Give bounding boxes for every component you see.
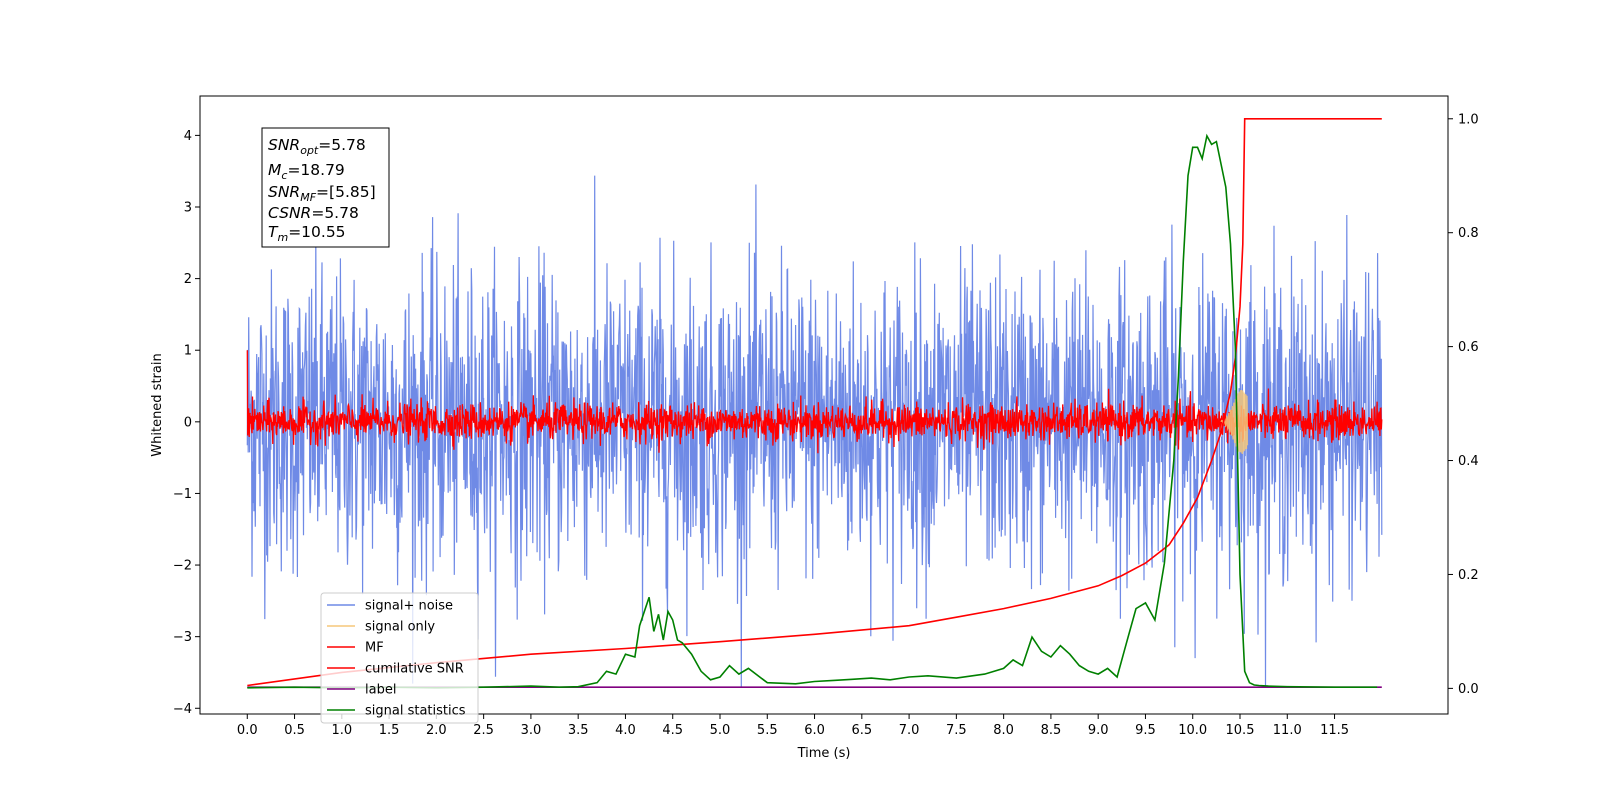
x-tick-label: 9.5 [1135,723,1156,738]
y-tick-label: 4 [184,129,192,144]
x-tick-label: 9.0 [1088,723,1109,738]
series-signal-only [1220,389,1249,455]
x-tick-label: 4.0 [615,723,636,738]
y-tick-label: 0 [184,415,192,430]
annotation-frame [261,127,390,248]
series-mf [246,350,1383,454]
axes-frame [199,95,1449,715]
y-tick-label: −1 [173,487,192,502]
x-tick-label: 5.0 [710,723,731,738]
x-axis-label: Time (s) [797,746,851,761]
legend-label: signal+ noise [365,599,453,614]
legend: signal+ noise signal only MF cumilative SNR… [320,592,479,724]
y2-tick-label: 1.0 [1458,112,1479,127]
annotation-mc: Mc=18.79 [268,161,345,182]
legend-label: signal statistics [365,704,466,719]
x-tick-label: 5.5 [757,723,778,738]
annotation-csnr: CSNR=5.78 [268,204,359,222]
annotation-snr-mf: SNRMF=[5.85] [268,183,376,204]
legend-label: MF [365,641,384,656]
series-signal-statistics [247,133,1378,689]
x-tick-label: 0.5 [284,723,305,738]
x-tick-label: 1.0 [331,723,352,738]
legend-label: label [365,683,396,698]
legend-frame [320,592,479,724]
x-tick-label: 8.0 [993,723,1014,738]
x-tick-label: 3.5 [568,723,589,738]
x-tick-label: 6.0 [804,723,825,738]
y-tick-label: −2 [173,559,192,574]
y-axis-ticks: −4 −3 −2 −1 0 1 2 3 4 [173,129,200,717]
x-tick-label: 8.5 [1041,723,1062,738]
y2-tick-label: 0.2 [1458,568,1479,583]
x-tick-label: 0.0 [237,723,258,738]
y-tick-label: −3 [173,630,192,645]
annotation-tm: Tm=10.55 [268,223,346,244]
legend-label: cumilative SNR [365,662,464,677]
y-tick-label: 1 [184,344,192,359]
y-tick-label: 2 [184,272,192,287]
y-axis-label: Whitened strain [150,353,165,456]
y2-tick-label: 0.4 [1458,454,1479,469]
y-tick-label: −4 [173,702,192,717]
x-tick-label: 11.5 [1320,723,1349,738]
x-tick-label: 2.0 [426,723,447,738]
x-tick-label: 1.5 [379,723,400,738]
x-tick-label: 3.0 [521,723,542,738]
x-tick-label: 4.5 [662,723,683,738]
y2-tick-label: 0.8 [1458,226,1479,241]
legend-label: signal only [365,620,435,635]
series-cumulative-snr [247,118,1382,687]
y2-tick-label: 0.0 [1458,682,1479,697]
annotation-box: SNRopt=5.78 Mc=18.79 SNRMF=[5.85] CSNR=5… [261,127,390,248]
x-tick-label: 11.0 [1273,723,1302,738]
x-tick-label: 7.5 [946,723,967,738]
y2-tick-label: 0.6 [1458,340,1479,355]
y2-axis-ticks: 0.0 0.2 0.4 0.6 0.8 1.0 [1448,112,1479,697]
x-axis-ticks: 0.0 0.5 1.0 1.5 2.0 2.5 3.0 3.5 4.0 4.5 5.0 5.5 6.0 6… [237,714,1349,738]
x-tick-label: 6.5 [851,723,872,738]
annotation-snr-opt: SNRopt=5.78 [268,136,366,157]
x-tick-label: 7.0 [899,723,920,738]
x-tick-label: 2.5 [473,723,494,738]
x-tick-label: 10.5 [1226,723,1255,738]
y-tick-label: 3 [184,200,192,215]
series-signal-noise [246,175,1383,687]
x-tick-label: 10.0 [1178,723,1207,738]
